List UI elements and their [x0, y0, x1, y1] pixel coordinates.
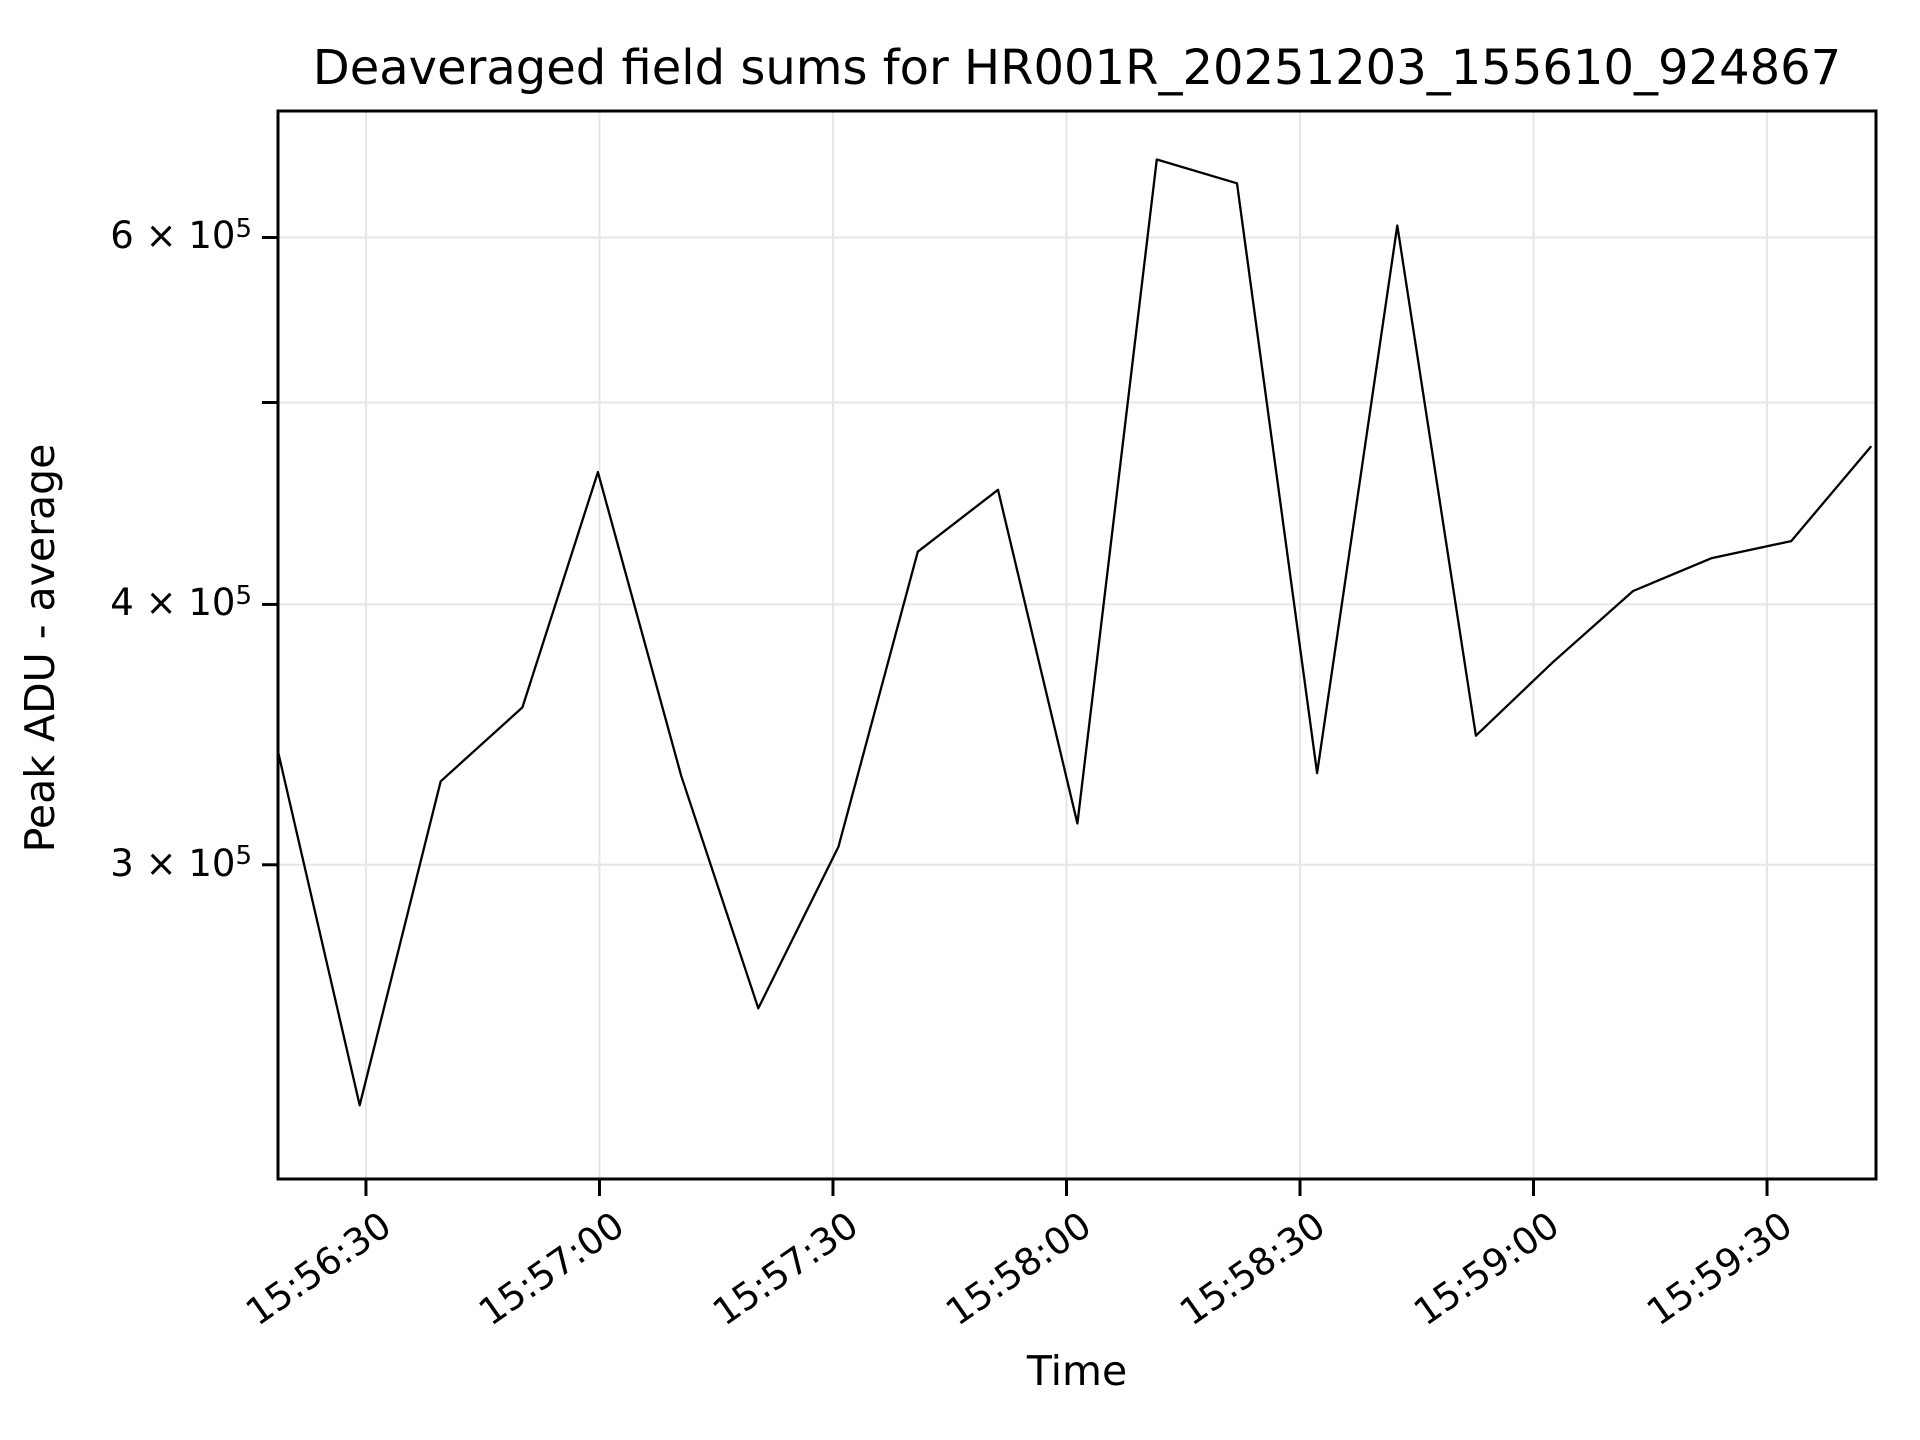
y-tick-label: 3 × 105	[110, 841, 252, 885]
chart-title: Deaveraged field sums for HR001R_2025120…	[312, 40, 1842, 96]
x-axis-title: Time	[1026, 1347, 1128, 1395]
gridlines	[278, 111, 1876, 1179]
y-axis-title: Peak ADU - average	[16, 443, 64, 853]
tick-marks	[262, 235, 1769, 1196]
y-tick-label: 4 × 105	[110, 580, 252, 625]
data-line	[276, 158, 1872, 1107]
plot-border	[276, 109, 1878, 1181]
y-tick-label: 6 × 105	[110, 213, 252, 258]
series-line	[276, 158, 1872, 1107]
